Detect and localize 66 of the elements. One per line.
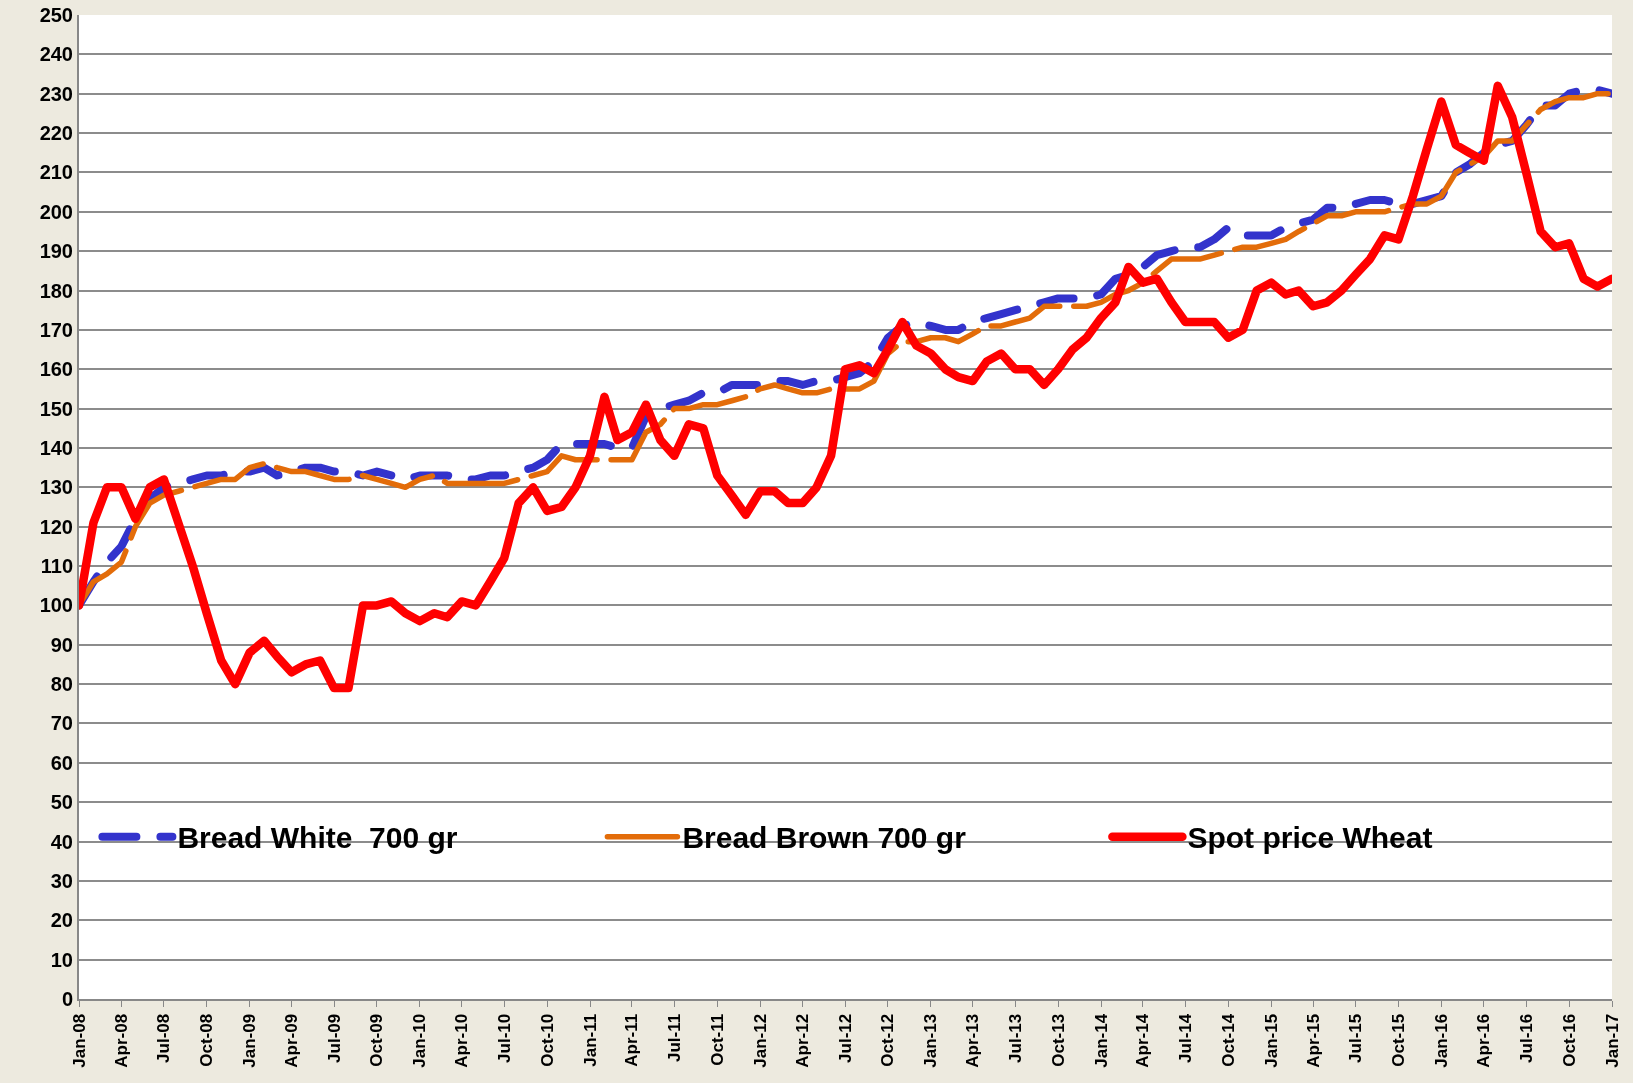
y-tick-label: 250 — [39, 4, 73, 26]
y-tick-label: 70 — [50, 712, 73, 735]
x-tick-label: Jul-15 — [1346, 1013, 1366, 1063]
y-tick-label: 80 — [50, 673, 73, 696]
x-tick-label: Oct-12 — [878, 1013, 898, 1067]
y-tick-label: 230 — [39, 82, 73, 105]
y-tick-label: 10 — [50, 948, 73, 971]
x-tick-label: Jul-12 — [835, 1013, 855, 1063]
x-tick-label: Jul-11 — [664, 1013, 684, 1062]
x-tick-label: Jul-13 — [1005, 1013, 1025, 1063]
y-tick-label: 160 — [39, 358, 73, 381]
y-tick-label: 40 — [50, 830, 73, 853]
x-tick-label: Oct-15 — [1388, 1013, 1408, 1067]
x-tick-label: Jul-14 — [1175, 1013, 1195, 1063]
x-tick-label: Jan-13 — [921, 1013, 941, 1068]
x-tick-label: Jan-10 — [410, 1013, 430, 1068]
x-tick-label: Apr-13 — [963, 1013, 983, 1068]
x-tick-label: Apr-11 — [622, 1013, 642, 1067]
x-tick-label: Jul-08 — [154, 1013, 174, 1063]
y-tick-label: 120 — [39, 515, 73, 538]
x-tick-label: Apr-14 — [1133, 1013, 1153, 1068]
x-tick-label: Apr-09 — [282, 1013, 302, 1068]
x-tick-label: Oct-11 — [707, 1013, 727, 1066]
x-tick-label: Jan-15 — [1261, 1013, 1281, 1068]
y-tick-label: 210 — [39, 161, 73, 184]
x-tick-label: Jan-12 — [750, 1013, 770, 1068]
y-tick-label: 170 — [39, 318, 73, 341]
x-tick-label: Jan-16 — [1431, 1013, 1451, 1068]
y-tick-label: 100 — [39, 594, 73, 617]
x-tick-label: Apr-08 — [111, 1013, 131, 1068]
x-tick-label: Apr-12 — [793, 1013, 813, 1068]
y-tick-label: 200 — [39, 200, 73, 223]
x-tick-label: Jan-11 — [580, 1013, 600, 1067]
x-tick-label: Jan-08 — [69, 1013, 89, 1068]
y-tick-label: 190 — [39, 240, 73, 263]
y-tick-label: 140 — [39, 436, 73, 459]
legend-label: Bread Brown 700 gr — [682, 821, 967, 855]
y-tick-label: 90 — [50, 633, 73, 656]
x-tick-label: Jan-17 — [1602, 1013, 1622, 1068]
x-tick-label: Oct-09 — [367, 1013, 387, 1067]
y-tick-label: 130 — [39, 476, 73, 499]
x-tick-label: Jan-14 — [1091, 1013, 1111, 1068]
x-tick-label: Apr-10 — [452, 1013, 472, 1068]
x-tick-label: Jul-10 — [494, 1013, 514, 1063]
x-tick-label: Apr-16 — [1474, 1013, 1494, 1068]
y-tick-label: 150 — [39, 397, 73, 420]
y-tick-label: 220 — [39, 122, 73, 145]
x-tick-label: Oct-10 — [537, 1013, 557, 1067]
x-tick-label: Jan-09 — [240, 1013, 260, 1068]
legend-label: Bread White 700 gr — [177, 821, 458, 855]
y-tick-label: 50 — [50, 791, 73, 814]
x-tick-label: Apr-15 — [1303, 1013, 1323, 1068]
y-tick-label: 30 — [50, 869, 73, 892]
y-tick-label: 60 — [50, 751, 73, 774]
x-tick-label: Jul-09 — [324, 1013, 344, 1063]
x-tick-label: Oct-14 — [1218, 1013, 1238, 1067]
x-tick-label: Oct-13 — [1048, 1013, 1068, 1067]
x-tick-label: Jul-16 — [1516, 1013, 1536, 1063]
x-tick-label: Oct-16 — [1559, 1013, 1579, 1067]
legend-label: Spot price Wheat — [1187, 821, 1433, 855]
y-tick-label: 180 — [39, 279, 73, 302]
y-tick-label: 240 — [39, 43, 73, 66]
y-tick-label: 110 — [40, 555, 73, 578]
y-tick-label: 20 — [50, 909, 73, 932]
x-tick-label: Oct-08 — [197, 1013, 217, 1067]
y-tick-label: 0 — [61, 988, 73, 1010]
